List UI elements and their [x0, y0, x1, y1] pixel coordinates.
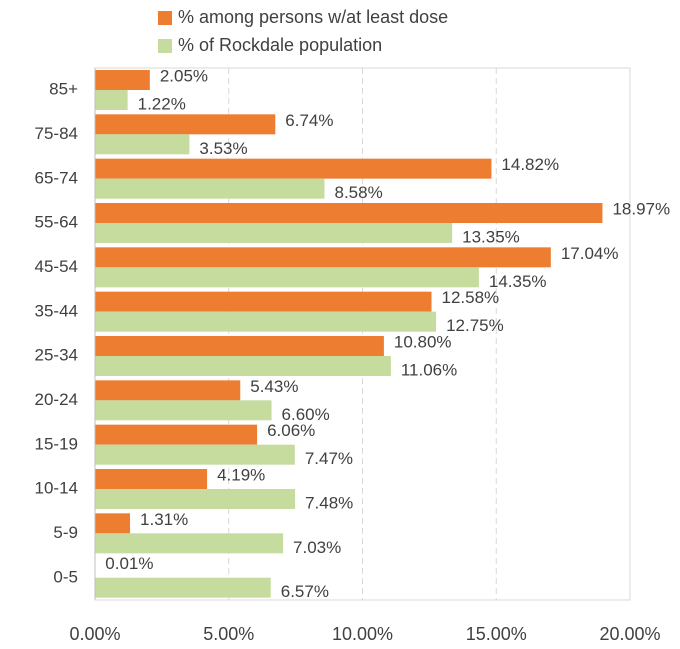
bar: [95, 90, 128, 110]
data-label: 6.74%: [285, 111, 333, 130]
x-tick-label: 0.00%: [69, 624, 120, 644]
y-tick-label: 75-84: [35, 124, 78, 143]
data-label: 4.19%: [217, 465, 265, 484]
bar: [95, 336, 384, 356]
bar: [95, 223, 453, 243]
legend-label: % of Rockdale population: [178, 35, 382, 55]
y-tick-label: 20-24: [35, 390, 78, 409]
y-tick-label: 15-19: [35, 434, 78, 453]
y-tick-label: 5-9: [53, 523, 78, 542]
data-label: 0.01%: [105, 554, 153, 573]
y-tick-label: 35-44: [35, 301, 78, 320]
bar: [95, 513, 131, 534]
data-label: 13.35%: [462, 227, 520, 246]
bar: [95, 178, 325, 199]
data-label: 12.75%: [446, 316, 504, 335]
data-label: 11.06%: [401, 360, 457, 379]
x-tick-label: 10.00%: [332, 624, 393, 644]
bar: [95, 469, 208, 489]
data-label: 7.48%: [305, 493, 353, 512]
data-label: 18.97%: [612, 199, 670, 218]
data-label: 2.05%: [160, 66, 208, 85]
data-label: 5.43%: [250, 377, 298, 396]
bar: [95, 400, 272, 421]
data-label: 7.03%: [293, 538, 341, 557]
bar: [95, 134, 190, 155]
data-label: 10.80%: [394, 332, 452, 351]
bar: [95, 267, 479, 288]
x-tick-label: 20.00%: [599, 624, 660, 644]
data-label: 3.53%: [199, 139, 247, 158]
bar: [95, 489, 296, 509]
y-tick-label: 45-54: [35, 257, 78, 276]
bar: [95, 356, 391, 376]
data-label: 14.35%: [489, 272, 547, 291]
y-tick-label: 65-74: [35, 168, 78, 187]
bar: [95, 203, 603, 223]
legend-swatch: [158, 39, 172, 53]
bar: [95, 158, 492, 179]
data-label: 6.60%: [282, 405, 330, 424]
data-label: 7.47%: [305, 449, 353, 468]
data-label: 1.31%: [140, 510, 188, 529]
legend-label: % among persons w/at least dose: [178, 7, 448, 27]
bar: [95, 444, 295, 465]
bar: [95, 424, 258, 445]
data-label: 6.06%: [267, 421, 315, 440]
y-tick-label: 0-5: [53, 567, 78, 586]
y-tick-label: 85+: [49, 80, 78, 99]
bar: [95, 291, 432, 312]
bar: [95, 247, 551, 268]
bar: [95, 70, 150, 90]
x-tick-label: 5.00%: [203, 624, 254, 644]
bar: [95, 380, 241, 401]
data-label: 6.57%: [281, 582, 329, 601]
legend-swatch: [158, 11, 172, 25]
bar: [95, 311, 437, 332]
y-tick-label: 55-64: [35, 213, 78, 232]
x-tick-label: 15.00%: [466, 624, 527, 644]
data-label: 17.04%: [561, 244, 619, 263]
y-tick-label: 25-34: [35, 346, 78, 365]
y-tick-label: 10-14: [35, 479, 78, 498]
data-label: 8.58%: [335, 183, 383, 202]
bar: [95, 114, 276, 135]
data-label: 1.22%: [138, 94, 186, 113]
bar: [95, 533, 284, 554]
data-label: 14.82%: [501, 155, 559, 174]
data-label: 12.58%: [442, 288, 500, 307]
bar: [95, 577, 271, 598]
